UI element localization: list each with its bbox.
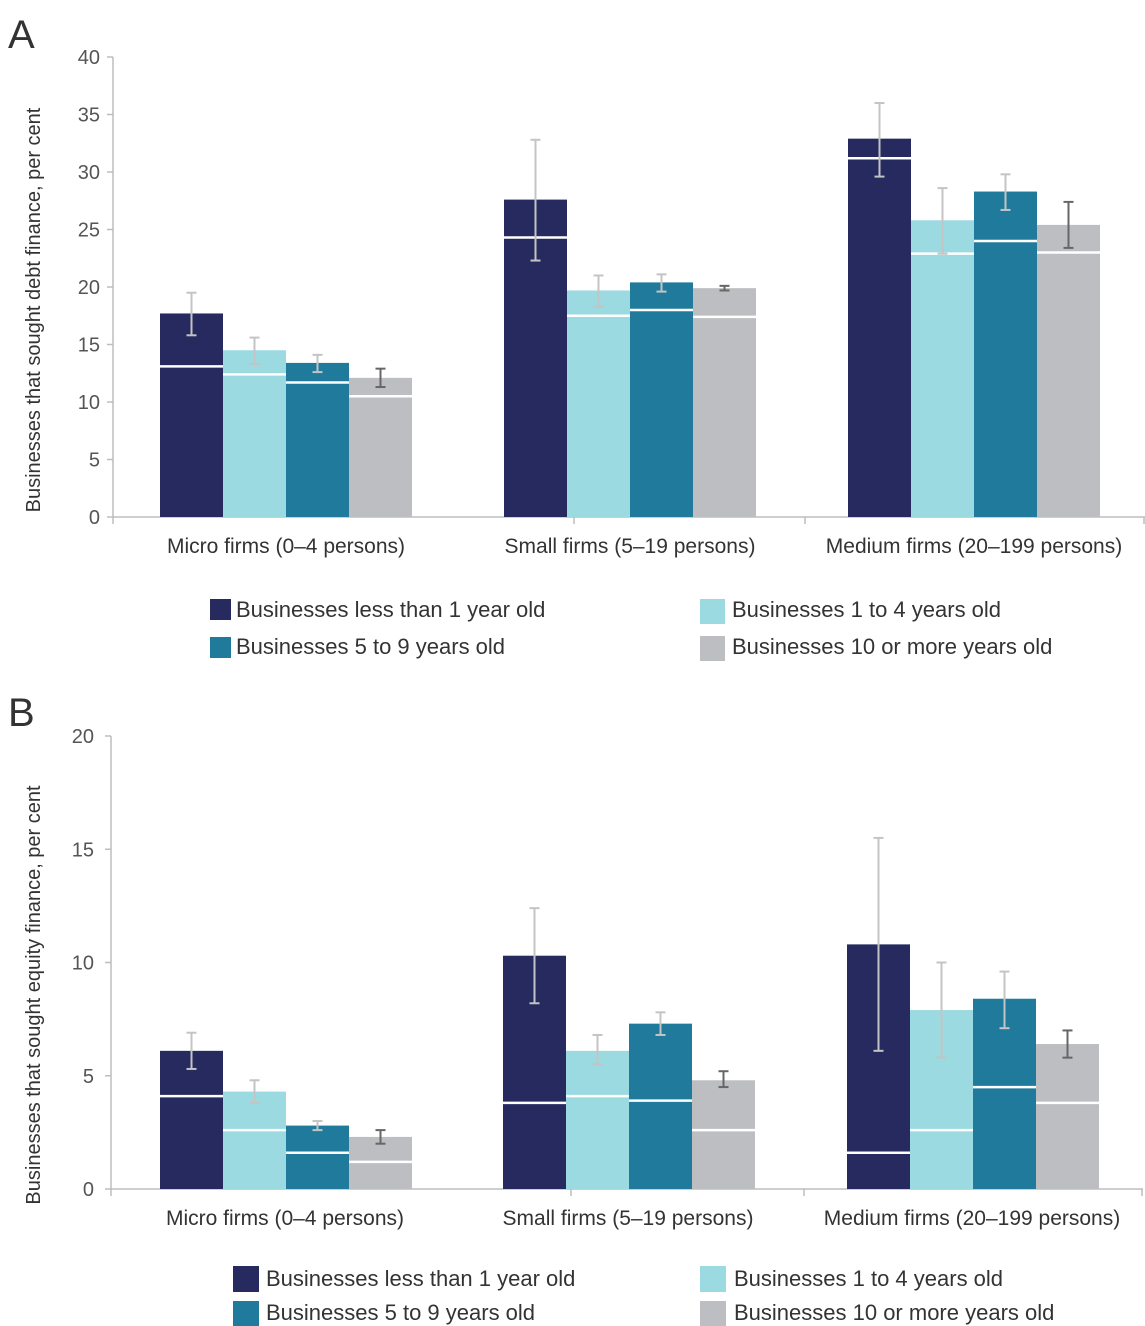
panel-label-b: B [8,691,35,735]
legend-swatch [700,1266,726,1292]
bar [629,1023,692,1189]
x-category-label: Small firms (5–19 persons) [505,535,756,558]
bar [349,377,412,517]
y-tick-label: 0 [83,1179,94,1201]
chart-marks: 0 5 10 15 20 25 30 35 40 0 5 10 15 20 [72,47,1145,1201]
bar [286,362,349,517]
legend-swatch [700,599,725,624]
bar [693,288,756,517]
bar [223,350,286,517]
legend-b: Businesses less than 1 year old Business… [233,1266,1054,1326]
legend-label: Businesses 1 to 4 years old [732,597,1001,622]
y-tick-label: 30 [78,162,100,184]
legend-swatch [233,1266,259,1292]
x-category-label: Micro firms (0–4 persons) [167,535,405,558]
legend-label: Businesses 5 to 9 years old [266,1300,535,1325]
bar [160,1050,223,1189]
bar [1036,1044,1099,1189]
bar [630,282,693,517]
x-category-label: Small firms (5–19 persons) [503,1207,754,1230]
bar [223,1091,286,1189]
legend-swatch [700,636,725,661]
legend-a: Businesses less than 1 year old Business… [210,597,1052,661]
legend-label: Businesses less than 1 year old [236,597,545,622]
legend-label: Businesses 5 to 9 years old [236,634,505,659]
bar [286,1125,349,1189]
y-tick-label: 15 [72,839,94,861]
legend-label: Businesses less than 1 year old [266,1266,575,1291]
legend-swatch [210,637,231,658]
y-tick-label: 20 [78,277,100,299]
legend-swatch [233,1301,259,1326]
x-category-label: Medium firms (20–199 persons) [824,1207,1120,1230]
y-tick-label: 10 [78,392,100,414]
legend-swatch [210,599,231,620]
y-tick-label: 25 [78,220,100,242]
bar [692,1080,755,1189]
bar [973,998,1036,1189]
y-tick-label: 15 [78,335,100,357]
bar [848,138,911,517]
y-tick-label: 20 [72,726,94,748]
x-category-label: Micro firms (0–4 persons) [166,1207,404,1230]
panel-label-a: A [8,13,35,57]
x-category-label: Medium firms (20–199 persons) [826,535,1122,558]
bar [567,290,630,517]
y-tick-label: 5 [89,450,100,472]
y-tick-label: 35 [78,105,100,127]
bar [566,1050,629,1189]
y-axis-label-b: Businesses that sought equity finance, p… [23,785,45,1205]
y-axis-label-a: Businesses that sought debt finance, per… [23,107,45,512]
y-tick-label: 40 [78,47,100,69]
bar [974,191,1037,518]
bar [911,220,974,518]
legend-swatch [700,1301,726,1326]
legend-label: Businesses 1 to 4 years old [734,1266,1003,1291]
legend-label: Businesses 10 or more years old [732,634,1052,659]
bar [160,313,223,517]
bar [1037,224,1100,517]
y-tick-label: 0 [89,507,100,529]
y-tick-label: 5 [83,1066,94,1088]
legend-label: Businesses 10 or more years old [734,1300,1054,1325]
y-tick-label: 10 [72,953,94,975]
